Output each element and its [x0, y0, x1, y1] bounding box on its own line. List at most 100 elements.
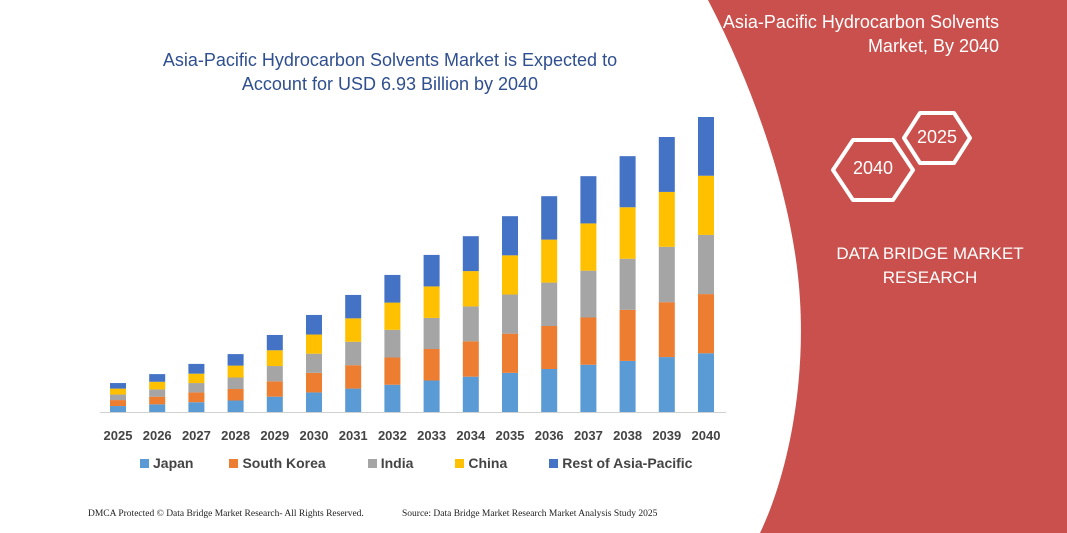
bar-segment-rest-of-asia-pacific-2039: [658, 137, 675, 192]
copyright-text: DMCA Protected © Data Bridge Market Rese…: [88, 509, 364, 519]
bar-segment-japan-2038: [619, 360, 636, 412]
legend-label: South Korea: [242, 455, 326, 471]
brand-line2: RESEARCH: [882, 268, 978, 287]
bar-segment-south-korea-2031: [345, 365, 362, 389]
legend-item-india: India: [367, 455, 414, 471]
x-tick-label: 2039: [652, 428, 681, 443]
x-tick-label: 2035: [496, 428, 525, 443]
bar-segment-rest-of-asia-pacific-2027: [188, 363, 205, 374]
bar-segment-india-2036: [541, 282, 558, 327]
legend-label: Japan: [153, 455, 194, 471]
legend: Japan South Korea India China Rest of As…: [140, 455, 728, 471]
x-tick-label: 2037: [574, 428, 603, 443]
bar-segment-china-2028: [227, 365, 244, 378]
bar-segment-india-2035: [502, 294, 518, 334]
bar-segment-japan-2036: [541, 369, 558, 412]
bar-segment-india-2030: [306, 353, 322, 373]
bar-segment-india-2026: [149, 389, 166, 397]
bar-segment-south-korea-2026: [149, 396, 166, 405]
bar-segment-china-2036: [541, 239, 558, 283]
bar-segment-china-2039: [658, 191, 675, 247]
bar-segment-south-korea-2038: [619, 309, 636, 361]
x-tick-label: 2038: [613, 428, 642, 443]
brand-line1: DATA BRIDGE MARKET: [836, 244, 1024, 263]
bar-segment-japan-2035: [502, 372, 518, 412]
legend-swatch: [455, 458, 465, 468]
x-tick-label: 2033: [417, 428, 446, 443]
bar-segment-rest-of-asia-pacific-2038: [619, 156, 636, 208]
bar-segment-rest-of-asia-pacific-2032: [384, 274, 401, 303]
bar-segment-japan-2026: [149, 404, 166, 412]
legend-swatch: [549, 458, 559, 468]
bar-segment-india-2034: [462, 306, 479, 342]
brand-text: DATA BRIDGE MARKET RESEARCH: [820, 242, 1040, 290]
bar-segment-rest-of-asia-pacific-2036: [541, 196, 558, 240]
bar-segment-china-2030: [306, 334, 322, 354]
bar-segment-china-2033: [423, 286, 440, 318]
bar-segment-south-korea-2027: [188, 392, 205, 403]
legend-item-china: China: [455, 455, 507, 471]
bar-segment-japan-2028: [227, 400, 244, 412]
bar-segment-india-2033: [423, 317, 440, 349]
source-text: Source: Data Bridge Market Research Mark…: [402, 509, 658, 519]
bar-segment-china-2038: [619, 207, 636, 259]
legend-label: India: [380, 455, 414, 471]
bar-segment-south-korea-2034: [462, 341, 479, 377]
x-tick-label: 2029: [260, 428, 289, 443]
side-title-line1: Asia-Pacific Hydrocarbon Solvents: [722, 12, 999, 32]
hexagon-2025: [902, 111, 972, 165]
bar-segment-india-2039: [658, 246, 675, 303]
bar-segment-india-2040: [698, 234, 714, 295]
legend-label: China: [468, 455, 508, 471]
legend-swatch: [140, 458, 149, 468]
x-tick-label: 2036: [535, 428, 564, 443]
bar-segment-japan-2030: [306, 392, 322, 412]
bar-segment-japan-2039: [658, 357, 675, 412]
bar-segment-south-korea-2025: [110, 400, 126, 407]
bar-segment-rest-of-asia-pacific-2026: [149, 374, 166, 382]
bar-segment-china-2027: [188, 373, 205, 384]
legend-swatch: [229, 458, 239, 468]
bar-segment-south-korea-2036: [541, 326, 558, 370]
legend-item-south-korea: South Korea: [229, 455, 326, 471]
red-side-panel: [708, 0, 1067, 533]
bar-segment-india-2028: [227, 377, 244, 390]
bar-segment-china-2040: [698, 175, 714, 235]
x-tick-label: 2026: [143, 428, 172, 443]
bar-segment-japan-2031: [345, 388, 362, 412]
bar-segment-south-korea-2037: [580, 317, 597, 365]
bar-segment-china-2035: [502, 255, 518, 295]
bar-segment-india-2027: [188, 383, 205, 393]
x-tick-label: 2027: [182, 428, 211, 443]
bar-segment-japan-2029: [266, 396, 283, 412]
bar-segment-south-korea-2033: [423, 348, 440, 381]
bar-segment-rest-of-asia-pacific-2030: [306, 314, 322, 335]
bar-segment-india-2032: [384, 329, 401, 358]
bar-segment-india-2031: [345, 341, 362, 366]
bar-segment-rest-of-asia-pacific-2029: [266, 334, 283, 351]
bar-segment-rest-of-asia-pacific-2040: [698, 117, 714, 176]
x-tick-label: 2028: [221, 428, 250, 443]
bar-segment-rest-of-asia-pacific-2031: [345, 294, 362, 319]
x-tick-label: 2034: [456, 428, 486, 443]
bar-segment-rest-of-asia-pacific-2035: [502, 216, 518, 256]
stacked-bar-chart: 2025 2026 2027 2028 2029 2030 2031 2032 2033 2034…: [100, 117, 726, 443]
side-panel-title: Asia-Pacific Hydrocarbon Solvents Market…: [679, 10, 999, 58]
x-tick-label: 2025: [104, 428, 133, 443]
bar-segment-japan-2040: [698, 353, 714, 412]
bar-segment-rest-of-asia-pacific-2025: [110, 383, 126, 389]
bar-segment-south-korea-2035: [502, 333, 518, 373]
bar-segment-south-korea-2030: [306, 372, 322, 393]
legend-swatch: [367, 458, 377, 468]
bar-segment-india-2038: [619, 258, 636, 310]
bar-segment-china-2026: [149, 381, 166, 390]
hex-label-2025: 2025: [916, 127, 958, 147]
bar-segment-rest-of-asia-pacific-2034: [462, 236, 479, 272]
bar-segment-china-2025: [110, 388, 126, 395]
side-title-line2: Market, By 2040: [867, 36, 999, 56]
bar-segment-china-2031: [345, 318, 362, 342]
bar-segment-south-korea-2040: [698, 294, 714, 354]
bar-segment-south-korea-2029: [266, 381, 283, 397]
x-tick-label: 2040: [692, 428, 721, 443]
